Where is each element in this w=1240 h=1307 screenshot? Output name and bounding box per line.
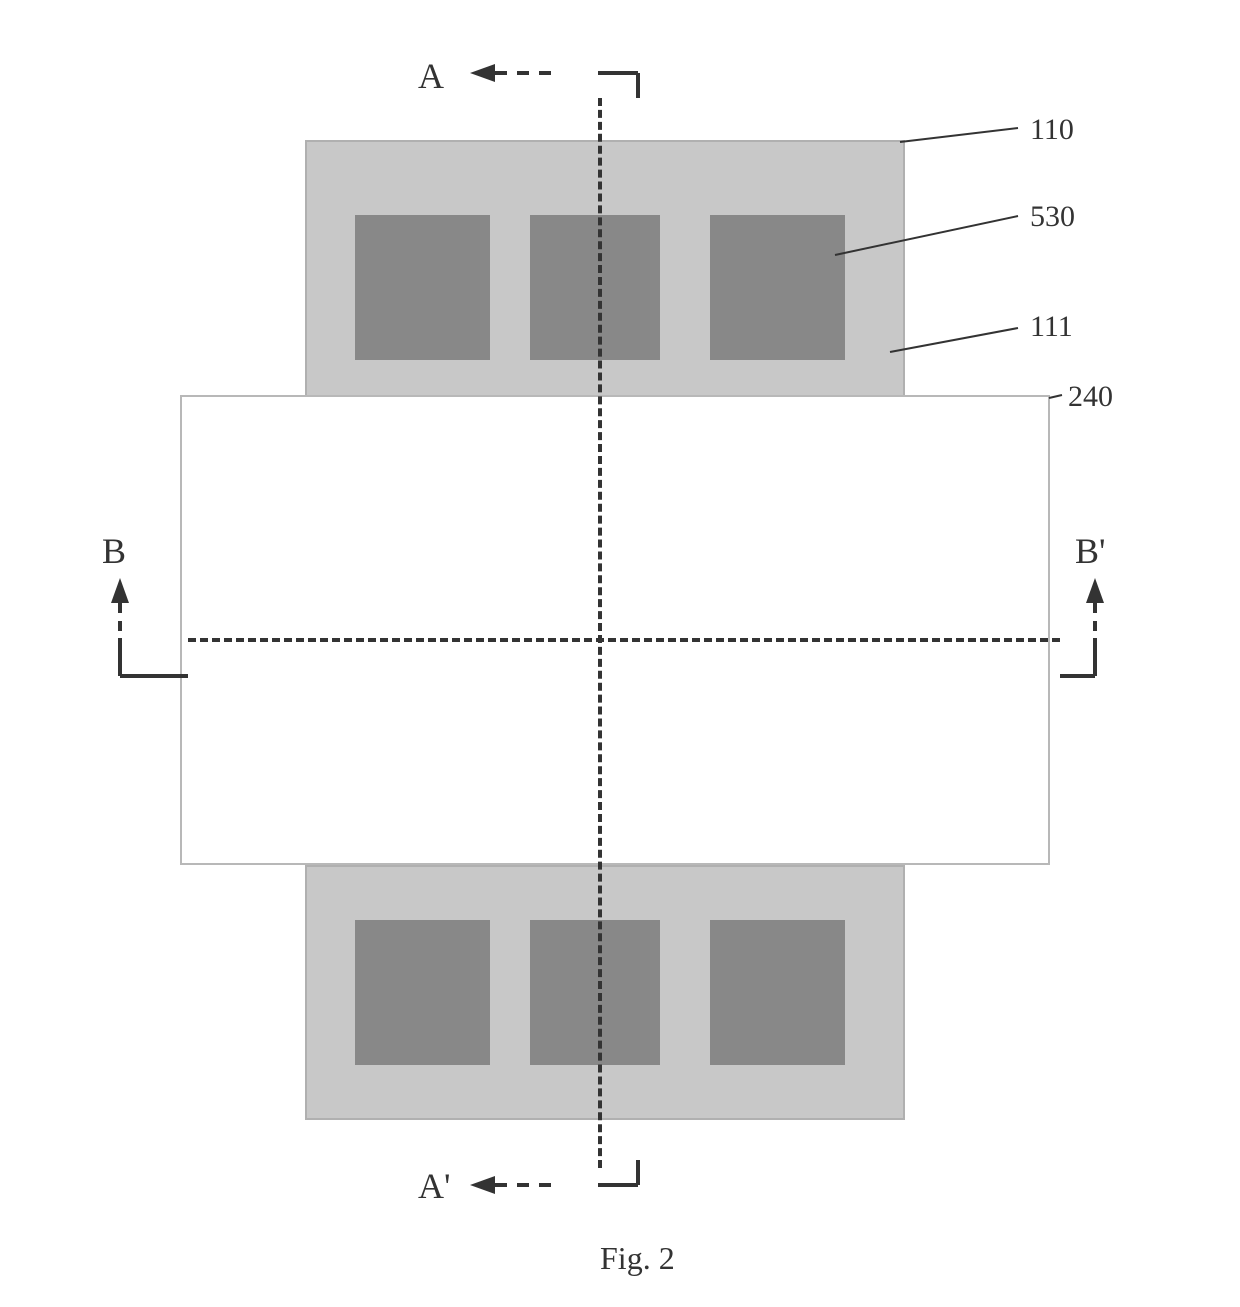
- refnum-240: 240: [1068, 380, 1113, 414]
- refnum-110: 110: [1030, 113, 1074, 147]
- leader-530: [835, 216, 1018, 255]
- leader-240: [1049, 395, 1062, 398]
- leader-111: [890, 328, 1018, 352]
- arrow-A: [470, 64, 495, 82]
- diagram-container: A A' B B' 110 530 111 240 Fig. 2: [100, 40, 1140, 1260]
- leader-110: [900, 128, 1018, 142]
- arrow-A-prime: [470, 1176, 495, 1194]
- arrows-svg: [100, 40, 1140, 1240]
- arrow-B: [111, 578, 129, 603]
- refnum-530: 530: [1030, 200, 1075, 234]
- figure-caption: Fig. 2: [600, 1240, 675, 1277]
- arrow-B-prime: [1086, 578, 1104, 603]
- refnum-111: 111: [1030, 310, 1073, 344]
